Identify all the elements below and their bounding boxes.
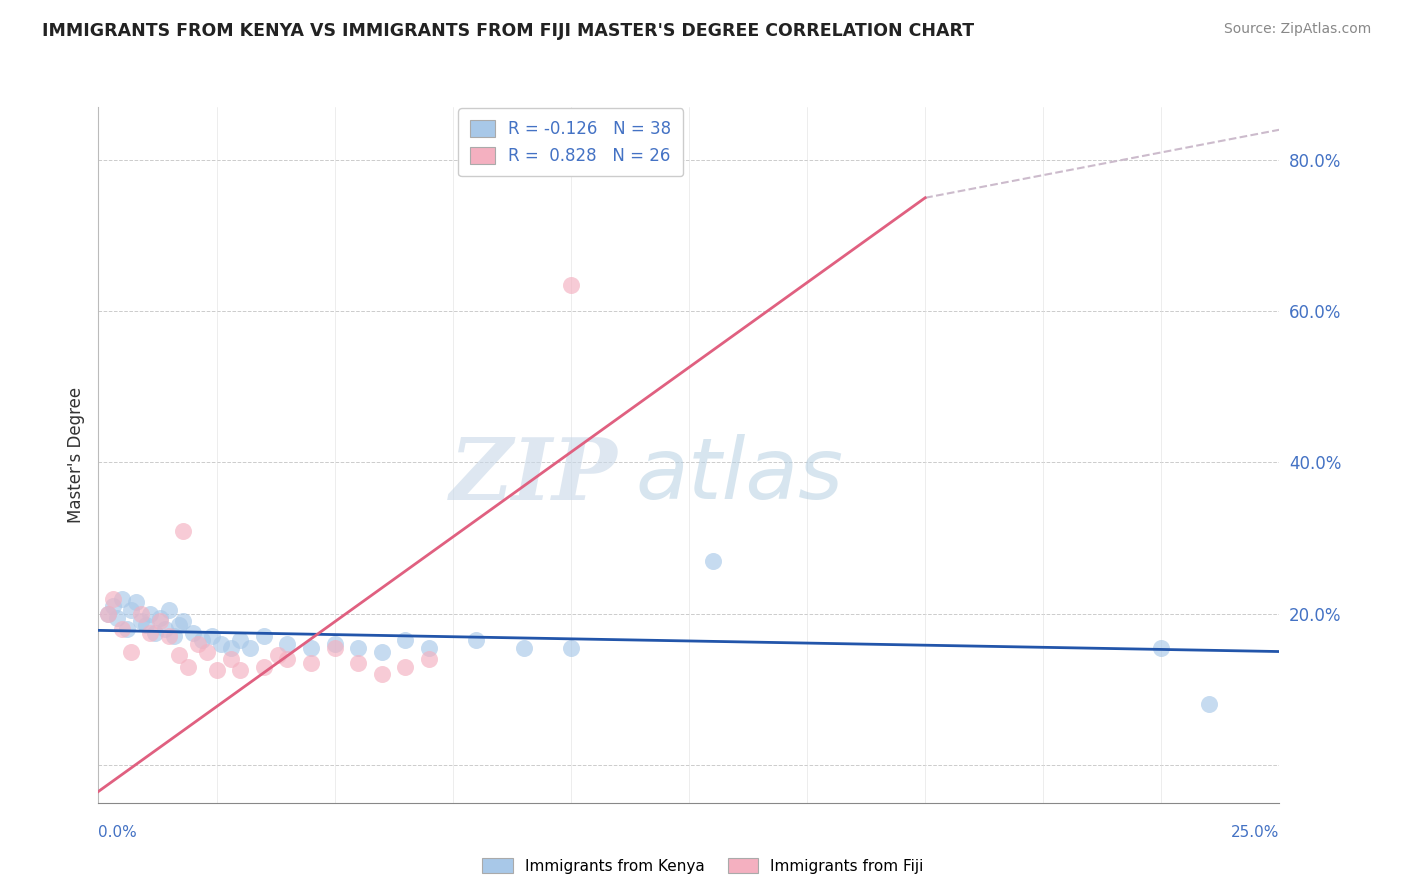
Point: [219, 640, 242, 655]
Point: [177, 659, 200, 673]
Point: [187, 637, 209, 651]
Text: IMMIGRANTS FROM KENYA VS IMMIGRANTS FROM FIJI MASTER'S DEGREE CORRELATION CHART: IMMIGRANTS FROM KENYA VS IMMIGRANTS FROM…: [42, 22, 974, 40]
Text: 25.0%: 25.0%: [1232, 825, 1279, 840]
Text: atlas: atlas: [636, 434, 844, 517]
Point: [143, 625, 166, 640]
Point: [172, 524, 194, 538]
Point: [229, 664, 252, 678]
Point: [418, 652, 440, 666]
Point: [101, 591, 124, 606]
Point: [239, 640, 262, 655]
Point: [394, 659, 416, 673]
Point: [111, 622, 134, 636]
Point: [347, 656, 370, 670]
Point: [205, 664, 228, 678]
Point: [276, 652, 298, 666]
Point: [121, 644, 143, 658]
Point: [702, 554, 724, 568]
Point: [347, 640, 370, 655]
Point: [149, 615, 172, 629]
Point: [371, 667, 394, 681]
Point: [276, 637, 298, 651]
Point: [105, 610, 128, 624]
Point: [253, 659, 276, 673]
Point: [139, 607, 162, 621]
Point: [299, 640, 322, 655]
Point: [139, 625, 162, 640]
Point: [229, 633, 252, 648]
Point: [267, 648, 290, 663]
Point: [181, 625, 204, 640]
Point: [153, 622, 176, 636]
Point: [167, 648, 190, 663]
Text: 0.0%: 0.0%: [98, 825, 138, 840]
Point: [97, 607, 120, 621]
Point: [111, 591, 134, 606]
Point: [560, 277, 582, 292]
Point: [157, 629, 180, 643]
Point: [371, 644, 394, 658]
Point: [129, 607, 152, 621]
Point: [167, 618, 190, 632]
Point: [418, 640, 440, 655]
Point: [201, 629, 224, 643]
Point: [135, 618, 157, 632]
Point: [125, 595, 148, 609]
Point: [172, 615, 194, 629]
Text: ZIP: ZIP: [450, 434, 619, 517]
Point: [1198, 698, 1220, 712]
Point: [323, 637, 346, 651]
Point: [191, 633, 214, 648]
Point: [163, 629, 186, 643]
Point: [129, 615, 152, 629]
Point: [157, 603, 180, 617]
Point: [209, 637, 232, 651]
Point: [323, 640, 346, 655]
Legend: Immigrants from Kenya, Immigrants from Fiji: Immigrants from Kenya, Immigrants from F…: [477, 852, 929, 880]
Point: [115, 622, 138, 636]
Point: [149, 610, 172, 624]
Text: Source: ZipAtlas.com: Source: ZipAtlas.com: [1223, 22, 1371, 37]
Point: [101, 599, 124, 614]
Point: [465, 633, 488, 648]
Point: [219, 652, 242, 666]
Point: [253, 629, 276, 643]
Point: [97, 607, 120, 621]
Point: [560, 640, 582, 655]
Y-axis label: Master's Degree: Master's Degree: [66, 387, 84, 523]
Point: [1150, 640, 1173, 655]
Point: [512, 640, 534, 655]
Point: [299, 656, 322, 670]
Point: [195, 644, 218, 658]
Point: [121, 603, 143, 617]
Point: [394, 633, 416, 648]
Legend: R = -0.126   N = 38, R =  0.828   N = 26: R = -0.126 N = 38, R = 0.828 N = 26: [458, 109, 683, 177]
